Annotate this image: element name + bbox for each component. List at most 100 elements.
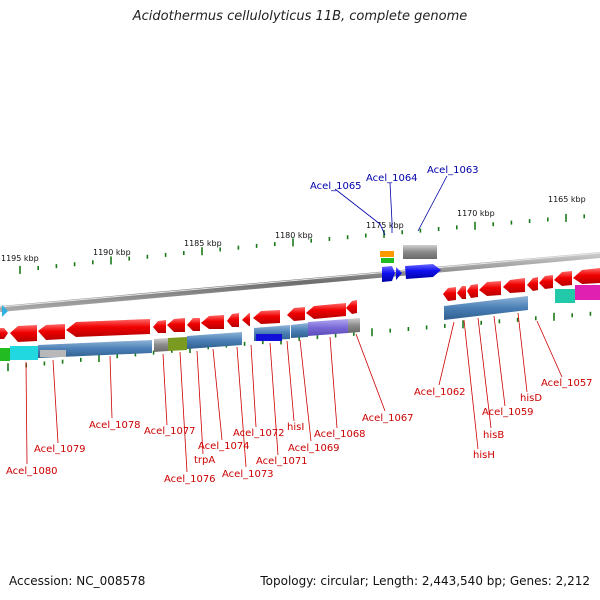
leader-acel-1057 [536, 320, 563, 378]
cat-steel-1 [38, 340, 152, 358]
cat-gray-2 [154, 338, 168, 352]
leader-hisb [477, 317, 492, 429]
genome-backbone [0, 252, 600, 312]
leader-acel-1071 [269, 342, 279, 456]
gene-label-acel-1073: Acel_1073 [222, 469, 274, 480]
leader-trpa [196, 350, 204, 455]
gene-red-14 [346, 300, 357, 314]
scale-label-1195: 1195 kbp [1, 254, 39, 263]
leader-acel-1067 [355, 333, 386, 412]
gene-red-16 [457, 286, 466, 299]
leader-acel-1078 [109, 355, 113, 419]
map-title: Acidothermus cellulolyticus 11B, complet… [132, 9, 468, 24]
gene-feature-orange [380, 251, 394, 257]
leader-acel-1074 [212, 348, 223, 441]
gene-feature-magenta [575, 285, 600, 300]
cat-purple [308, 319, 348, 336]
gene-red-4 [66, 319, 150, 337]
gene-label-hish: hisH [473, 450, 495, 461]
leader-acel-1080 [25, 361, 28, 465]
gene-red-10 [242, 313, 250, 326]
forward-strand-genes [380, 245, 600, 303]
leader-acel-1073 [236, 346, 247, 468]
leader-acel-1076 [179, 351, 188, 473]
gene-label-acel-1065: Acel_1065 [310, 181, 362, 192]
cat-olive [168, 337, 187, 351]
gene-label-acel-1071: Acel_1071 [256, 456, 308, 467]
scale-label-1185: 1185 kbp [184, 239, 222, 248]
gene-label-hisb: hisB [483, 430, 504, 441]
gene-label-acel-1072: Acel_1072 [233, 428, 285, 439]
gene-red-11 [253, 310, 280, 324]
gene-label-acel-1057: Acel_1057 [541, 378, 593, 389]
red-leader-lines [25, 312, 563, 473]
gene-label-acel-1067: Acel_1067 [362, 413, 414, 424]
gene-red-20 [527, 277, 538, 291]
gene-label-hisd: hisD [520, 393, 542, 404]
cat-steel-5 [444, 296, 528, 320]
gene-acel-1063 [405, 264, 441, 279]
gene-red-23 [573, 268, 600, 284]
gene-red-12 [287, 307, 305, 321]
reverse-strand-genes [0, 268, 600, 342]
gene-label-hisi: hisI [287, 422, 304, 433]
gene-red-22 [554, 271, 572, 286]
gene-feature-teal [555, 289, 575, 303]
gene-label-acel-1064: Acel_1064 [366, 173, 418, 184]
gene-red-5 [153, 320, 166, 333]
gene-red-2 [10, 325, 37, 342]
gene-red-19 [503, 278, 525, 293]
gene-red-9 [227, 313, 239, 327]
gene-red-3 [38, 324, 65, 340]
feature-marker-left [2, 305, 8, 317]
gene-red-21 [539, 275, 553, 289]
cat-steel-4 [291, 323, 308, 338]
leader-acel-1079 [52, 359, 59, 444]
gene-label-acel-1078: Acel_1078 [89, 420, 141, 431]
scale-label-1175: 1175 kbp [366, 221, 404, 230]
gene-red-7 [187, 318, 200, 331]
topology-text: Topology: circular; Length: 2,443,540 bp… [260, 574, 590, 588]
gene-acel-1064 [396, 267, 402, 280]
leader-hish [463, 319, 479, 450]
cat-cyan [10, 346, 38, 360]
gene-feature-gray [403, 245, 437, 259]
leader-acel-1059 [493, 315, 506, 407]
blue-gene-labels: Acel_1065 Acel_1064 Acel_1063 [310, 165, 479, 192]
gene-red-17 [467, 284, 478, 298]
cat-gray-3 [348, 318, 360, 333]
scale-labels: 1195 kbp 1190 kbp 1185 kbp 1180 kbp 1175… [1, 195, 586, 263]
gene-label-acel-1079: Acel_1079 [34, 444, 86, 455]
gene-acel-1065 [382, 266, 395, 282]
gene-red-6 [167, 318, 185, 332]
cat-blue [256, 334, 282, 341]
gene-label-acel-1077: Acel_1077 [144, 426, 196, 437]
leader-acel-1062 [438, 321, 455, 386]
scale-label-1165: 1165 kbp [548, 195, 586, 204]
scale-label-1180: 1180 kbp [275, 231, 313, 240]
gene-label-acel-1074: Acel_1074 [198, 441, 250, 452]
leader-acel-1069 [299, 339, 312, 442]
category-bars [0, 296, 528, 361]
gene-label-acel-1059: Acel_1059 [482, 407, 534, 418]
leader-hisd [517, 312, 528, 393]
cat-green-left [0, 348, 10, 361]
gene-label-trpa: trpA [194, 455, 215, 466]
scale-label-1170: 1170 kbp [457, 209, 495, 218]
red-gene-labels: Acel_1080 Acel_1079 Acel_1078 Acel_1077 … [6, 378, 593, 485]
leader-acel-1064 [389, 182, 393, 233]
leader-acel-1065 [334, 188, 386, 236]
gene-red-13 [306, 303, 346, 319]
leader-acel-1068 [329, 336, 338, 429]
gene-red-8 [201, 315, 224, 329]
gene-red-1 [0, 328, 8, 339]
gene-label-acel-1080: Acel_1080 [6, 466, 58, 477]
scale-label-1190: 1190 kbp [93, 248, 131, 257]
gene-feature-green [381, 258, 394, 263]
accession-text: Accession: NC_008578 [9, 574, 146, 588]
leader-hisi [286, 340, 295, 422]
leader-acel-1072 [250, 344, 257, 428]
gene-label-acel-1069: Acel_1069 [288, 443, 340, 454]
